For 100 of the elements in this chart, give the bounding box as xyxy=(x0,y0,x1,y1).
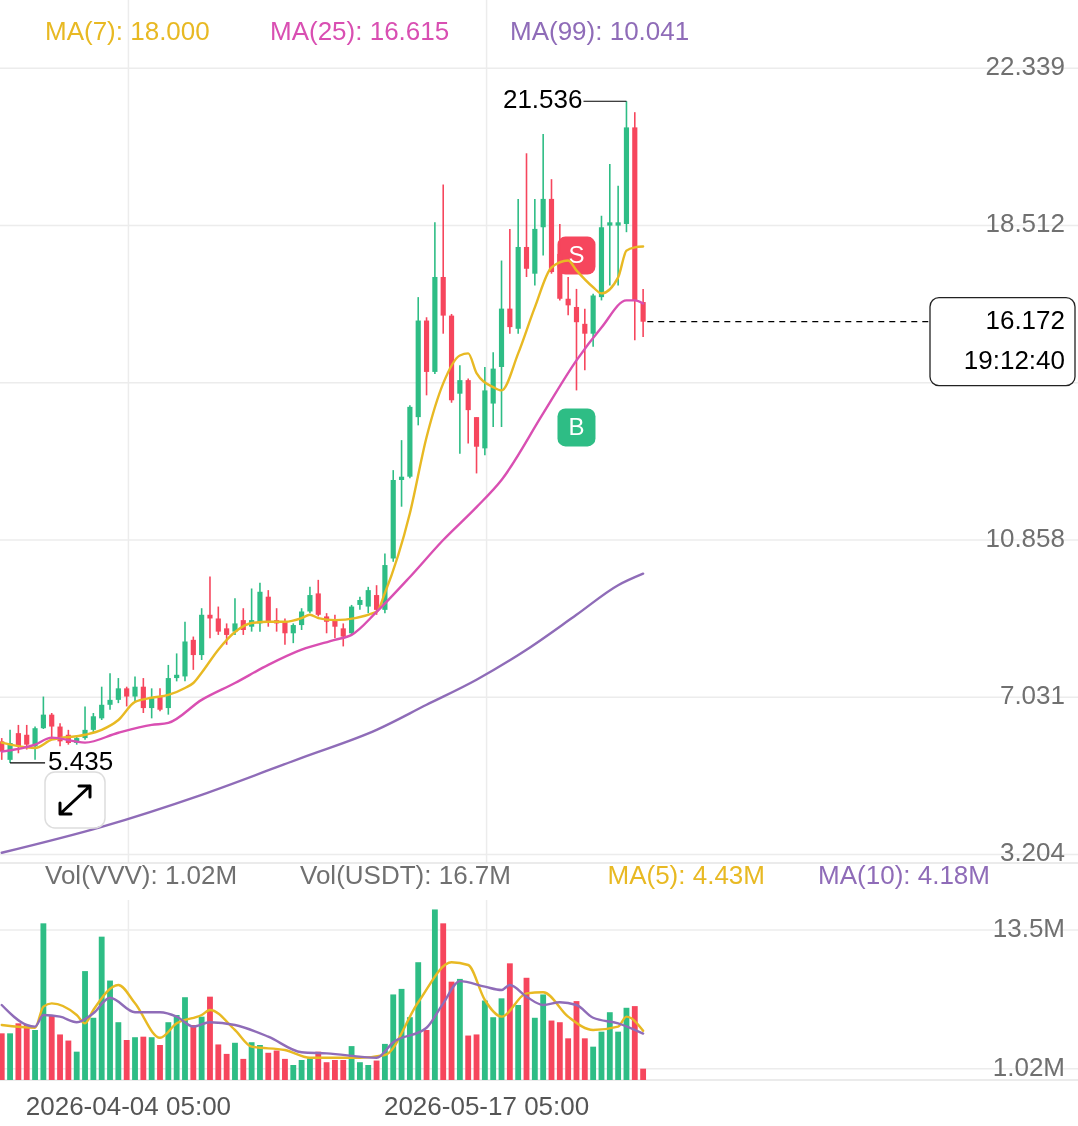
bar xyxy=(465,1035,472,1080)
bar xyxy=(82,971,88,1080)
bar xyxy=(0,1033,5,1080)
bar xyxy=(531,1017,538,1080)
candlestick xyxy=(365,586,371,614)
y-tick-label: 18.512 xyxy=(985,208,1065,239)
bar xyxy=(365,1065,372,1080)
bar xyxy=(157,1045,163,1080)
candlestick xyxy=(107,672,113,711)
bar xyxy=(390,994,397,1080)
bar xyxy=(132,1037,138,1080)
bar xyxy=(123,1040,130,1080)
bar xyxy=(282,1058,288,1080)
bar xyxy=(615,1031,622,1080)
bar xyxy=(606,1012,613,1080)
bar xyxy=(73,1051,80,1080)
annotation: B xyxy=(568,412,585,440)
annotation: 5.435 xyxy=(48,745,114,776)
candlestick xyxy=(124,685,130,708)
candlestick xyxy=(40,695,46,730)
y-tick-label: 10.858 xyxy=(985,522,1065,553)
bar xyxy=(332,1060,338,1080)
candlestick xyxy=(307,586,313,614)
y-tick-label: 22.339 xyxy=(985,51,1065,82)
candlestick xyxy=(232,597,238,636)
candlestick xyxy=(157,687,163,713)
y-tick-label: 7.031 xyxy=(999,680,1065,711)
bar xyxy=(415,962,422,1080)
bar xyxy=(23,1025,30,1080)
bar xyxy=(248,1042,255,1080)
x-tick-label: 2026-05-17 05:00 xyxy=(383,1090,590,1121)
bar xyxy=(565,1038,572,1080)
bar xyxy=(273,1050,280,1080)
text: MA(5): 4.43M xyxy=(607,859,765,890)
text: MA(7): 18.000 xyxy=(45,15,210,46)
bar xyxy=(240,1058,247,1080)
bar xyxy=(406,1017,413,1080)
text: MA(99): 10.041 xyxy=(510,15,690,46)
y-tick-label: 13.5M xyxy=(992,912,1065,943)
bar xyxy=(173,1015,180,1080)
candlestick xyxy=(282,617,288,646)
line-series xyxy=(0,572,645,854)
candlestick xyxy=(457,364,463,455)
bar xyxy=(198,1016,205,1080)
bar xyxy=(265,1052,272,1080)
bar xyxy=(290,1065,297,1080)
bar xyxy=(57,1034,63,1080)
bar xyxy=(223,1053,230,1080)
candlestick xyxy=(99,685,105,721)
candlestick xyxy=(132,675,138,703)
bar xyxy=(298,1060,305,1080)
candlestick xyxy=(224,622,230,646)
bar xyxy=(165,1022,172,1080)
bar xyxy=(490,1017,497,1080)
bar xyxy=(32,1030,38,1080)
bar xyxy=(431,909,438,1080)
candlestick xyxy=(207,575,213,640)
y-tick-label: 1.02M xyxy=(992,1051,1065,1082)
y-tick-label: 3.204 xyxy=(999,837,1065,868)
candlestick xyxy=(573,288,580,392)
bar xyxy=(323,1062,330,1080)
annotation: 21.536 xyxy=(502,84,583,115)
candlestick xyxy=(373,584,380,616)
bar xyxy=(107,980,113,1080)
candlestick xyxy=(582,307,588,372)
annotation: Vol(USDT): 16.7M xyxy=(300,859,511,890)
bar xyxy=(631,1006,638,1080)
bar xyxy=(357,1062,363,1080)
bar xyxy=(257,1045,263,1080)
candlestick xyxy=(24,724,30,751)
line-series xyxy=(0,961,645,1059)
bar xyxy=(148,1037,155,1080)
annotation: Vol(VVV): 1.02M xyxy=(45,859,238,890)
bar xyxy=(48,1015,55,1080)
bar xyxy=(40,923,47,1080)
bar xyxy=(65,1040,72,1080)
bar xyxy=(481,1000,488,1080)
bar xyxy=(590,1046,597,1080)
annotation: 19:12:40 xyxy=(963,344,1065,375)
bar xyxy=(15,1023,22,1080)
bar xyxy=(7,1033,13,1080)
bar xyxy=(207,996,213,1080)
bar xyxy=(90,1017,97,1080)
bar xyxy=(182,997,188,1080)
annotation: S xyxy=(568,240,585,268)
candlestick xyxy=(32,725,38,761)
candlestick xyxy=(332,613,338,640)
x-tick-label: 2026-04-04 05:00 xyxy=(25,1090,232,1121)
bar xyxy=(440,923,447,1080)
bar xyxy=(215,1044,222,1080)
candlestick xyxy=(215,605,221,636)
bar xyxy=(456,978,463,1080)
bar xyxy=(556,1022,563,1080)
bar xyxy=(515,1005,522,1080)
bar xyxy=(307,1058,313,1080)
bar xyxy=(232,1042,238,1080)
bar xyxy=(140,1036,147,1080)
candlestick xyxy=(607,163,613,287)
text: MA(10): 4.18M xyxy=(818,859,990,890)
candlestick xyxy=(290,622,296,644)
